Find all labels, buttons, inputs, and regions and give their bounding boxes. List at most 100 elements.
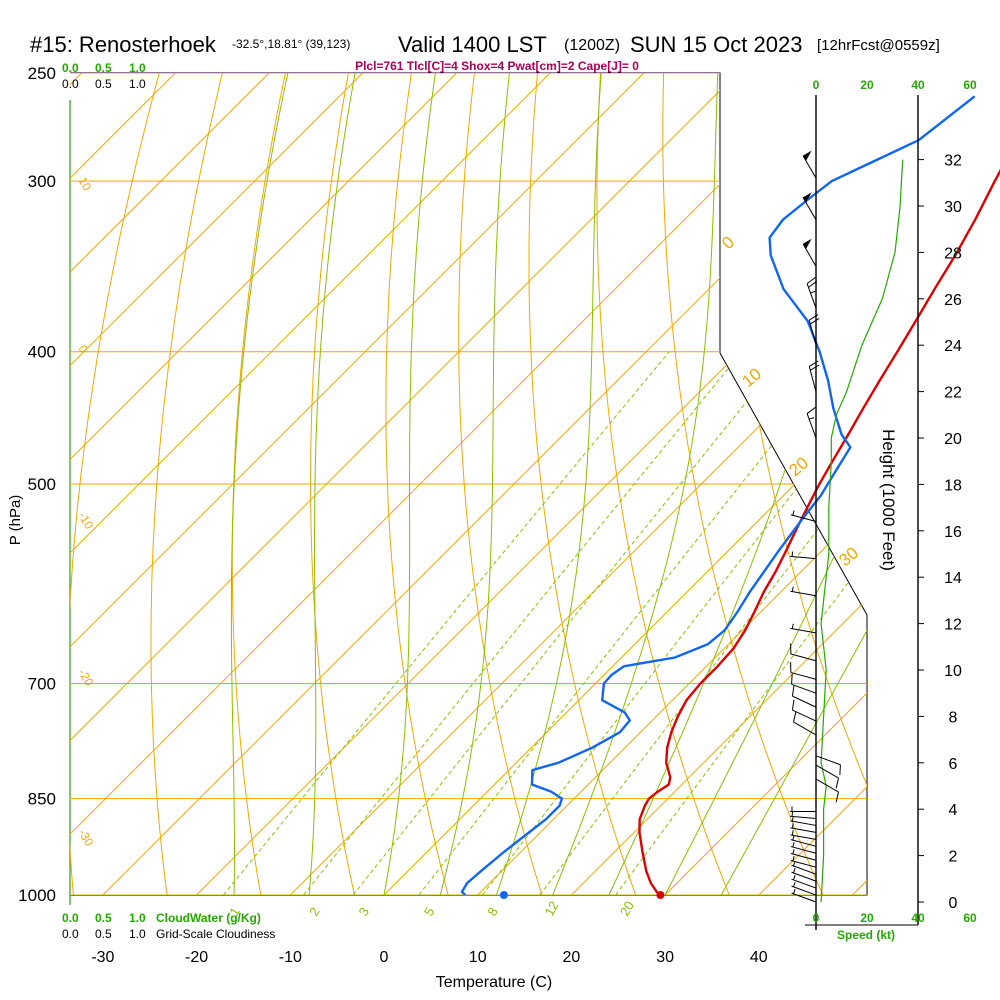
height-tick-label: 6: [949, 756, 958, 773]
height-tick-label: 24: [944, 338, 962, 355]
wind-barb: [790, 551, 817, 560]
wind-barb: [790, 811, 817, 819]
dry-adiabat: [528, 73, 637, 895]
wind-barb: [791, 699, 817, 722]
dry-adiabat: [385, 73, 449, 895]
speed-tick-60-top: 60: [963, 78, 977, 92]
temperature-surface-marker: [656, 891, 665, 899]
mixing-ratio-line: [539, 351, 867, 895]
temperature-tick-label: -20: [185, 949, 208, 966]
wind-barb: [791, 881, 817, 896]
height-tick-label: 18: [944, 477, 962, 494]
pressure-tick-label: 300: [28, 172, 56, 191]
pressure-tick-label: 1000: [18, 886, 56, 905]
mixing-ratio-label: 8: [484, 905, 501, 919]
isotherm: [289, 73, 867, 895]
height-tick-label: 8: [949, 709, 958, 726]
wind-barb: [790, 510, 817, 523]
height-tick-label: 28: [944, 245, 962, 262]
moist-adiabat: [439, 73, 513, 895]
moist-adiabat-label: 10: [738, 364, 765, 391]
temperature-tick-label: 30: [656, 949, 674, 966]
temperature-tick-label: 10: [469, 949, 487, 966]
height-axis-title: Height (1000 Feet): [879, 429, 898, 571]
dry-adiabat: [458, 73, 543, 895]
isotherm: [70, 73, 270, 895]
height-tick-label: 16: [944, 524, 962, 541]
dry-adiabat: [70, 73, 167, 895]
wind-barb: [790, 586, 817, 597]
height-tick-label: 20: [944, 431, 962, 448]
mixing-ratio-line: [303, 351, 743, 895]
pressure-tick-label: 500: [28, 475, 56, 494]
wind-barb: [790, 830, 817, 840]
height-tick-label: 10: [944, 663, 962, 680]
height-tick-label: 26: [944, 292, 962, 309]
cloud-cover-tick-2-bottom: 1.0: [129, 927, 146, 941]
wind-barb: [790, 643, 817, 662]
isotherm: [664, 73, 867, 895]
cloud-water-tick-2-bottom: 1.0: [129, 911, 146, 925]
temperature-tick-label: -10: [279, 949, 302, 966]
pressure-tick-label: 850: [28, 790, 56, 809]
dry-adiabat-label: -10: [75, 510, 96, 532]
speed-tick-40-bottom: 40: [911, 911, 925, 925]
wind-speed-profile: [820, 159, 904, 903]
dry-adiabat-label: 0: [75, 343, 91, 356]
wind-barb: [790, 806, 816, 813]
speed-tick-0-bottom: 0: [813, 911, 820, 925]
wind-barb: [802, 192, 817, 221]
isotherm: [477, 73, 867, 895]
temperature-tick-label: 0: [380, 949, 389, 966]
wind-barb: [790, 856, 817, 868]
height-tick-label: 4: [949, 802, 958, 819]
cloud-cover-tick-2: 1.0: [129, 77, 146, 91]
dewpoint-surface-marker: [499, 891, 508, 899]
mixing-ratio-label: 20: [617, 898, 637, 918]
isotherm: [70, 73, 832, 895]
chart-title-location: -32.5°,18.81° (39,123): [232, 37, 350, 51]
isotherm: [852, 73, 867, 895]
height-tick-label: 30: [944, 199, 962, 216]
wind-barb: [790, 823, 817, 833]
wind-barb: [790, 662, 817, 680]
cloud-water-tick-0-bottom: 0.0: [62, 911, 79, 925]
isotherm: [70, 73, 738, 895]
speed-axis-label: Speed (kt): [837, 928, 895, 942]
moist-adiabat: [495, 73, 604, 895]
cloud-cover-tick-0: 0.0: [62, 77, 79, 91]
y-axis-title: P (hPa): [7, 495, 24, 546]
wind-barb: [815, 764, 840, 789]
mixing-ratio-line: [418, 351, 847, 895]
dry-adiabat: [309, 73, 355, 895]
wind-barb: [792, 711, 817, 736]
wind-barb: [791, 861, 817, 875]
temperature-tick-label: 20: [563, 949, 581, 966]
cloud-cover-label: Grid-Scale Cloudiness: [156, 927, 275, 941]
height-tick-label: 2: [949, 849, 958, 866]
pressure-tick-label: 700: [28, 675, 56, 694]
height-tick-label: 22: [944, 385, 962, 402]
pressure-tick-label: 400: [28, 343, 56, 362]
moist-adiabat: [720, 73, 867, 895]
cloud-water-tick-0: 0.0: [62, 61, 79, 75]
dry-adiabat-label: 10: [75, 175, 94, 194]
wind-barb: [791, 685, 817, 708]
cloud-water-tick-1: 0.5: [95, 61, 112, 75]
speed-tick-20-bottom: 20: [860, 911, 874, 925]
wind-barb: [808, 360, 820, 392]
wind-barb: [790, 816, 817, 826]
temperature-tick-label: -30: [91, 949, 114, 966]
mixing-ratio-line: [352, 351, 788, 895]
mixing-ratio-label: 2: [306, 905, 323, 919]
x-axis-title: Temperature (C): [436, 974, 552, 991]
moist-adiabat: [383, 73, 440, 895]
cloud-cover-tick-1-bottom: 0.5: [95, 927, 112, 941]
wind-barb: [791, 888, 817, 903]
wind-barb: [791, 673, 817, 694]
wind-barb: [790, 849, 817, 861]
isotherm: [70, 73, 364, 895]
mixing-ratio-label: 3: [355, 905, 372, 919]
chart-title-valid: Valid 1400 LST: [398, 32, 547, 57]
